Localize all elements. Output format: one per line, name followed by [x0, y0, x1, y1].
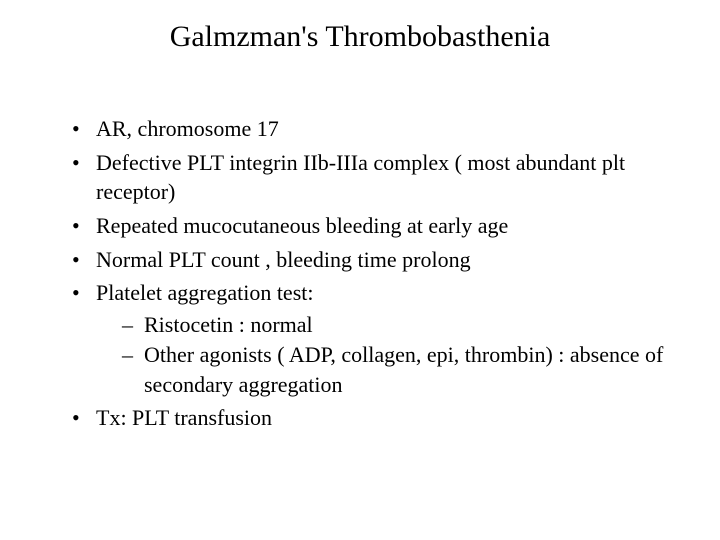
list-item-text: Platelet aggregation test: — [96, 280, 314, 305]
sub-list-item-text: Ristocetin : normal — [144, 312, 313, 337]
slide: Galmzman's Thrombobasthenia AR, chromoso… — [0, 0, 720, 540]
list-item-text: AR, chromosome 17 — [96, 116, 279, 141]
slide-title: Galmzman's Thrombobasthenia — [30, 20, 690, 54]
list-item: Repeated mucocutaneous bleeding at early… — [72, 211, 690, 241]
list-item-text: Repeated mucocutaneous bleeding at early… — [96, 213, 508, 238]
list-item-text: Defective PLT integrin IIb-IIIa complex … — [96, 150, 625, 205]
sub-list-item: Ristocetin : normal — [122, 310, 690, 340]
list-item: AR, chromosome 17 — [72, 114, 690, 144]
list-item: Platelet aggregation test: Ristocetin : … — [72, 278, 690, 399]
bullet-list: AR, chromosome 17 Defective PLT integrin… — [30, 114, 690, 433]
list-item: Tx: PLT transfusion — [72, 403, 690, 433]
sub-bullet-list: Ristocetin : normal Other agonists ( ADP… — [96, 310, 690, 399]
list-item: Normal PLT count , bleeding time prolong — [72, 245, 690, 275]
list-item-text: Tx: PLT transfusion — [96, 405, 272, 430]
sub-list-item-text: Other agonists ( ADP, collagen, epi, thr… — [144, 342, 663, 397]
list-item: Defective PLT integrin IIb-IIIa complex … — [72, 148, 690, 207]
sub-list-item: Other agonists ( ADP, collagen, epi, thr… — [122, 340, 690, 399]
list-item-text: Normal PLT count , bleeding time prolong — [96, 247, 471, 272]
